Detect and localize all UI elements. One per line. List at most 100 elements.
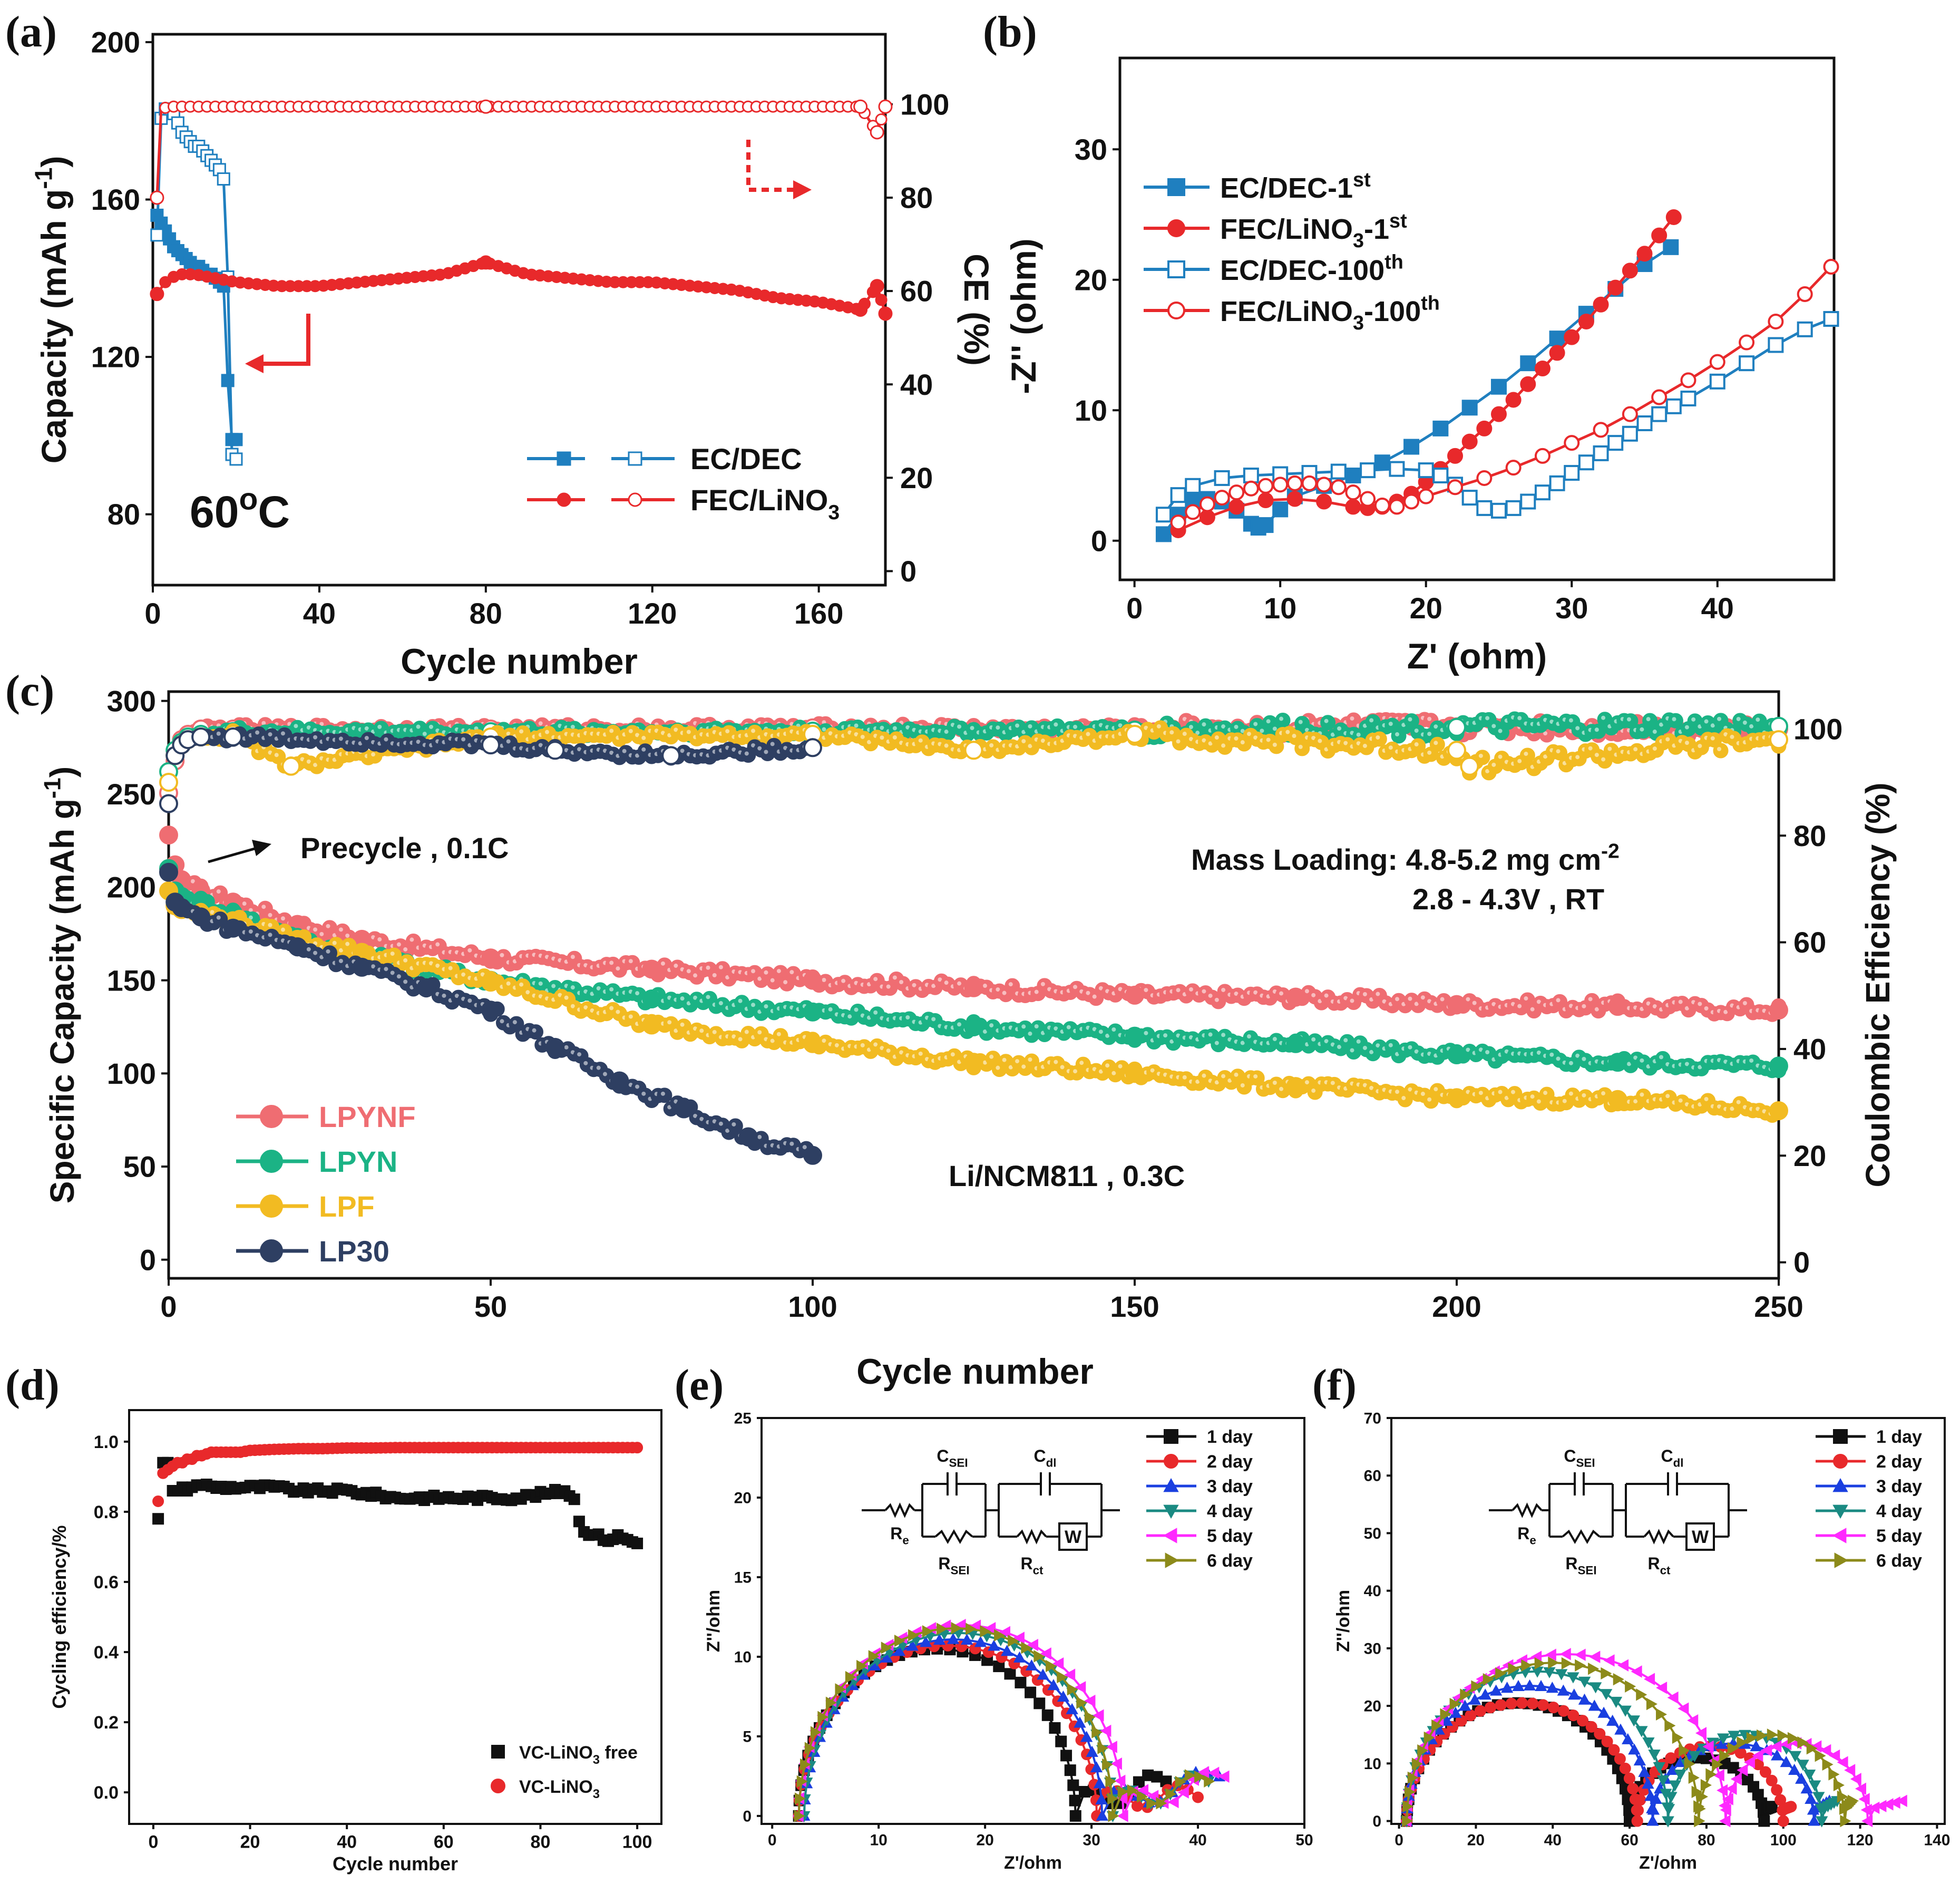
text-span: SEI [1578,1564,1597,1577]
point-highlight [1144,1031,1148,1035]
point-highlight [1098,1030,1103,1034]
point-highlight [686,969,691,974]
data-point [1476,470,1493,486]
legend-marker [1164,1454,1178,1469]
data-point [1192,1791,1204,1803]
data-point [1447,995,1466,1014]
point-highlight [693,995,698,1000]
point-highlight [1240,740,1245,745]
point-highlight [506,981,511,986]
data-point [1432,420,1449,436]
text-span: C [937,1446,949,1465]
y-tick-label: 120 [91,341,140,374]
text-span: Specific Capacity (mAh g [43,799,81,1203]
point-highlight [822,727,826,732]
point-highlight [1311,993,1316,997]
data-point [1623,1772,1635,1784]
point-highlight [1414,742,1419,747]
point-highlight [1054,1060,1058,1064]
point-highlight [216,731,221,736]
point-highlight [686,730,691,734]
point-highlight [1086,732,1090,736]
legend: EC/DEC-1stFEC/LiNO3-1stEC/DEC-100thFEC/L… [1144,169,1440,334]
point-highlight [570,985,575,990]
data-point [479,255,493,270]
legend-label: 4 day [1207,1501,1253,1521]
point-highlight [699,1028,704,1033]
data-point [803,738,822,758]
point-highlight [944,980,949,985]
point-highlight [577,1052,582,1057]
y-tick-label: 0.4 [94,1643,119,1663]
y-tick-label: 15 [734,1569,752,1586]
x-tick-label: 40 [1544,1832,1562,1849]
text-span: ct [1033,1564,1044,1577]
point-highlight [622,749,627,753]
point-highlight [1543,1091,1548,1095]
data-point [1607,435,1624,451]
point-highlight [1575,726,1580,731]
text-span: R [1647,1554,1660,1573]
point-highlight [635,991,640,996]
point-highlight [512,1020,517,1025]
point-highlight [1723,1009,1728,1014]
data-point [1155,526,1172,542]
y-tick-label: 0.2 [94,1713,119,1733]
point-highlight [1298,744,1303,749]
legend-marker [557,492,571,507]
data-point [1170,487,1186,503]
data-point [878,306,893,321]
point-highlight [738,1037,743,1042]
point-highlight [989,1054,994,1059]
data-point [1680,372,1696,389]
point-highlight [538,981,543,986]
data-point [1275,713,1291,729]
point-highlight [1420,1092,1425,1096]
text-span: R [1020,1554,1032,1573]
point-highlight [1427,750,1432,755]
data-point [803,1145,822,1165]
data-point [1185,478,1201,494]
data-point [1634,1794,1646,1806]
point-highlight [989,1023,994,1028]
point-highlight [1188,987,1193,992]
data-point [1505,460,1522,476]
data-point [1636,246,1653,262]
point-highlight [1440,997,1445,1002]
point-highlight [1427,732,1432,736]
series-lpynf [159,826,1788,1022]
point-highlight [751,969,756,974]
text-span: EC/DEC-100 [1220,255,1384,286]
text-span: R [938,1554,950,1573]
point-highlight [789,1141,794,1146]
point-highlight [1292,734,1296,739]
point-highlight [1517,716,1522,721]
point-highlight [596,1065,601,1070]
point-highlight [448,966,453,970]
point-highlight [1588,997,1593,1002]
text-span: SEI [951,1564,970,1577]
x-tick-label: 80 [531,1832,551,1852]
point-highlight [280,731,285,736]
point-highlight [544,730,549,734]
y-tick-label: 30 [1075,133,1107,166]
point-highlight [873,1010,878,1015]
point-highlight [674,964,678,968]
point-highlight [1640,1092,1644,1097]
data-point [1534,448,1551,464]
point-highlight [1369,718,1374,723]
point-highlight [377,937,382,942]
data-point [217,172,230,186]
point-highlight [1652,746,1657,751]
data-point [1564,435,1580,451]
y-tick-label: 0.0 [94,1783,119,1803]
text-span: st [1389,210,1407,232]
data-point [674,1099,694,1119]
point-highlight [744,1030,749,1034]
point-highlight [1742,1001,1747,1005]
y-tick-label: 250 [107,778,156,811]
point-highlight [738,998,743,1003]
point-highlight [1684,741,1689,745]
data-point [1185,504,1201,520]
